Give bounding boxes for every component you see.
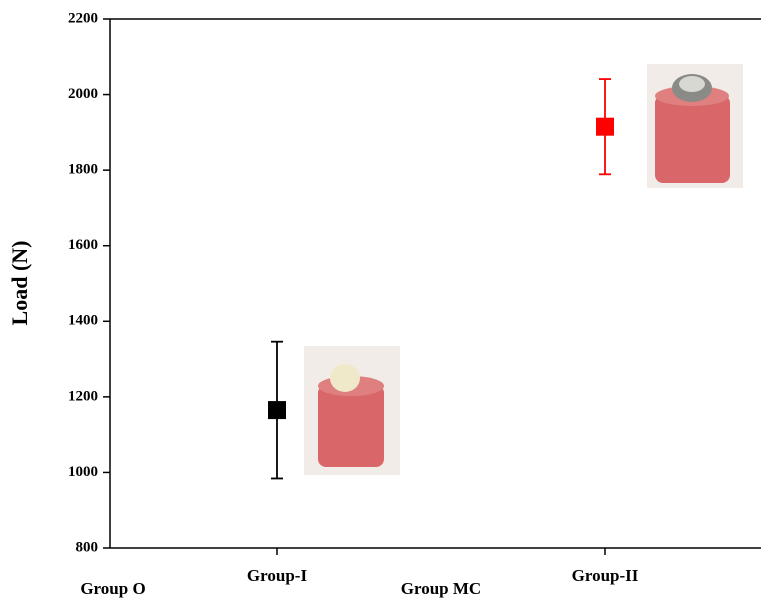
x-tick-label: Group-II [572,566,639,585]
y-tick-label: 1600 [68,237,98,253]
photo-group-ii [647,64,743,188]
y-tick-label: 1000 [68,464,98,480]
page: Load (N) 800 1000 1200 1400 1600 1800 2000 2200… [0,0,761,602]
x-tick-label: Group O [80,579,145,598]
mean-marker [268,401,286,419]
y-tick-label: 800 [76,539,99,555]
y-tick-label: 1400 [68,313,98,329]
y-axis-label: Load (N) [7,241,32,326]
y-tick-label: 2200 [68,10,98,26]
y-tick-label: 2000 [68,86,98,102]
mean-marker [596,118,614,136]
photo-group-i [304,346,400,475]
x-tick-label: Group-I [247,566,308,585]
y-tick-label: 1800 [68,162,98,178]
y-tick-label: 1200 [68,388,98,404]
x-tick-label: Group MC [401,579,481,598]
chart: Load (N) 800 1000 1200 1400 1600 1800 2000 2200… [0,0,761,602]
